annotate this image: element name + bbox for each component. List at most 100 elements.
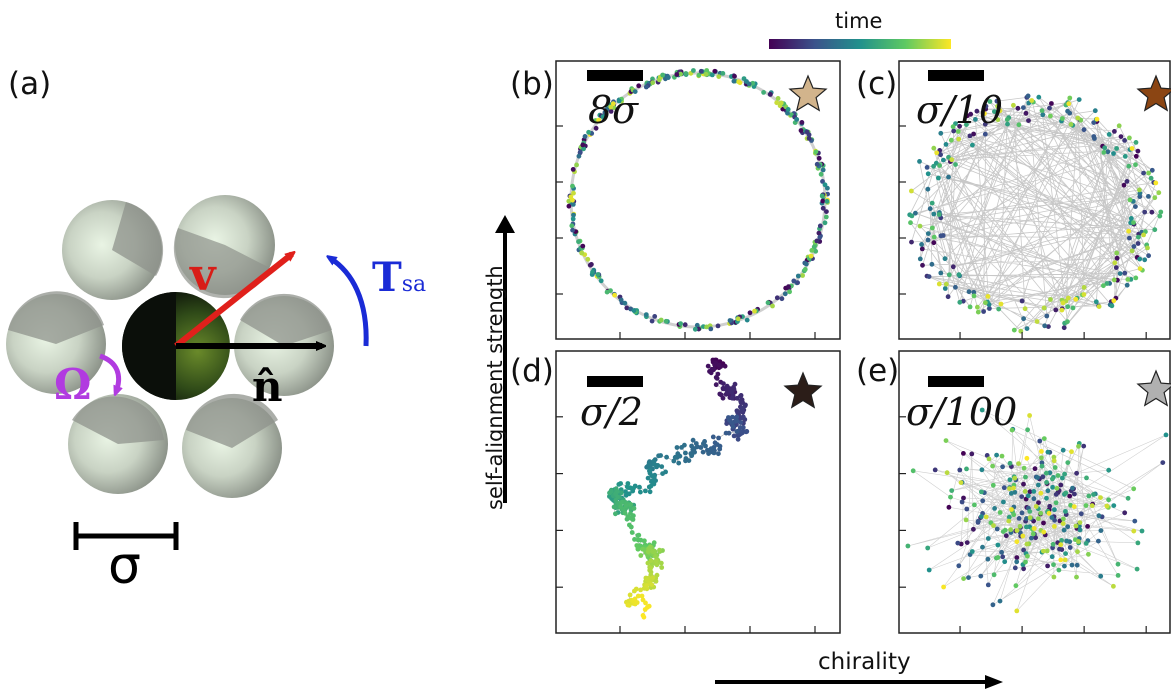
trajectory-point <box>1021 105 1026 110</box>
trajectory-point <box>619 490 624 496</box>
trajectory-point <box>917 159 922 164</box>
trajectory-point <box>1027 515 1033 521</box>
trajectory-point <box>975 304 980 310</box>
trajectory-point <box>1050 476 1055 482</box>
trajectory-point <box>1068 502 1073 508</box>
scale-bar <box>928 70 984 81</box>
trajectory-point <box>637 484 642 490</box>
trajectory-point <box>814 161 820 167</box>
trajectory-point <box>1127 197 1133 203</box>
trajectory-point <box>1122 154 1128 159</box>
trajectory-point <box>802 267 808 272</box>
trajectory-point <box>712 68 718 74</box>
trajectory-point <box>931 240 937 246</box>
trajectory-point <box>1132 518 1138 524</box>
trajectory-point <box>1126 228 1131 234</box>
trajectory-point <box>998 301 1004 307</box>
trajectory-point <box>1145 245 1150 251</box>
torque-arrow <box>330 258 369 347</box>
trajectory-point <box>980 544 985 550</box>
marker-star <box>1136 74 1171 112</box>
trajectory-point <box>929 261 935 267</box>
trajectory-point <box>1060 300 1066 306</box>
trajectory-point <box>1118 134 1124 139</box>
trajectory-point <box>648 565 653 571</box>
trajectory-point <box>1086 551 1091 557</box>
trajectory-point <box>736 79 742 85</box>
trajectory-point <box>946 174 951 180</box>
trajectory-point <box>785 110 790 116</box>
trajectory-point <box>1032 466 1038 472</box>
trajectory-point <box>589 262 594 267</box>
trajectory-point <box>967 304 973 310</box>
trajectory-point <box>1041 520 1046 526</box>
panel-d-scale-label: σ/2 <box>580 390 643 434</box>
trajectory-point <box>820 205 826 211</box>
trajectory-point <box>972 502 977 508</box>
trajectory-point <box>623 492 629 498</box>
trajectory-point <box>1001 485 1007 491</box>
trajectory-point <box>946 504 952 510</box>
trajectory-point <box>1149 209 1155 215</box>
trajectory-point <box>1163 432 1169 438</box>
trajectory-point <box>985 536 991 541</box>
trajectory-point <box>744 317 750 323</box>
trajectory-point <box>1076 539 1081 544</box>
trajectory-point <box>1027 413 1032 418</box>
trajectory-point <box>678 321 683 326</box>
trajectory-point <box>582 134 588 139</box>
velocity-symbol: v <box>190 250 216 301</box>
trajectory-point <box>651 549 657 555</box>
trajectory-point <box>729 395 735 401</box>
trajectory-point <box>1070 485 1075 491</box>
trajectory-point <box>919 242 924 247</box>
trajectory-point <box>931 163 936 169</box>
plot-frame <box>555 60 841 340</box>
trajectory-point <box>713 382 719 388</box>
trajectory-point <box>1041 548 1046 554</box>
trajectory-point <box>1009 507 1014 512</box>
trajectory-point <box>691 68 696 73</box>
trajectory-point <box>985 556 991 562</box>
trajectory-point <box>994 452 999 458</box>
trajectory-point <box>569 223 575 229</box>
trajectory-point <box>941 157 946 163</box>
trajectory-point <box>1065 460 1071 465</box>
trajectory-point <box>996 306 1002 312</box>
trajectory-point <box>1131 220 1136 226</box>
trajectory-point <box>721 381 726 386</box>
trajectory-point <box>1160 460 1166 465</box>
trajectory-point <box>649 582 655 587</box>
trajectory-point <box>1034 319 1040 324</box>
trajectory-point <box>635 593 641 599</box>
trajectory-point <box>956 563 962 569</box>
trajectory-point <box>709 72 715 78</box>
trajectory-point <box>961 451 966 456</box>
trajectory-point <box>968 111 974 117</box>
trajectory-point <box>712 362 717 368</box>
trajectory-point <box>628 502 634 507</box>
trajectory-point <box>1050 484 1055 490</box>
trajectory-point <box>942 286 948 291</box>
trajectory-point <box>1156 190 1162 196</box>
trajectory-point <box>732 381 738 387</box>
trajectory-point <box>1039 449 1044 454</box>
trajectory-point <box>1077 527 1083 533</box>
trajectory-point <box>622 510 628 516</box>
trajectory-point <box>919 246 925 252</box>
trajectory-point <box>934 150 940 156</box>
trajectory-point <box>905 543 911 549</box>
trajectory-point <box>813 149 819 155</box>
trajectory-point <box>647 489 653 495</box>
trajectory-point <box>1026 118 1031 123</box>
trajectory-point <box>1128 216 1134 221</box>
trajectory-point <box>1073 523 1079 529</box>
trajectory-point <box>750 80 756 86</box>
trajectory-point <box>729 389 735 395</box>
trajectory-point <box>734 418 740 424</box>
panel-b-plot <box>555 60 841 340</box>
trajectory-point <box>997 598 1003 604</box>
trajectory-point <box>1063 509 1068 514</box>
trajectory-point <box>963 517 969 523</box>
marker-star <box>1136 369 1171 407</box>
